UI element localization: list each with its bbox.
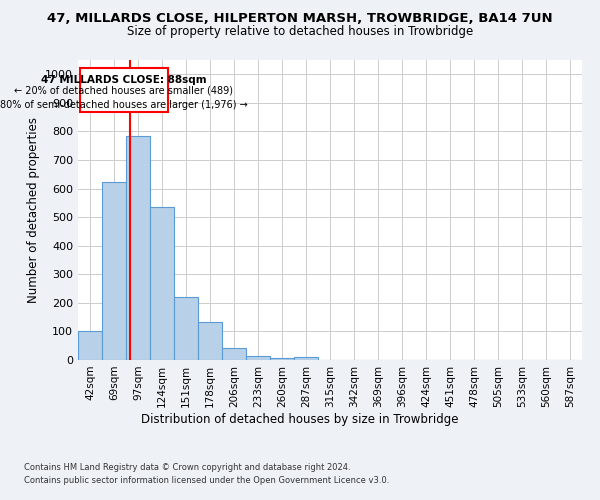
Text: 47, MILLARDS CLOSE, HILPERTON MARSH, TROWBRIDGE, BA14 7UN: 47, MILLARDS CLOSE, HILPERTON MARSH, TRO… [47,12,553,26]
Text: 80% of semi-detached houses are larger (1,976) →: 80% of semi-detached houses are larger (… [0,100,248,110]
Bar [126,136,150,360]
Bar [78,330,102,360]
Text: Contains HM Land Registry data © Crown copyright and database right 2024.: Contains HM Land Registry data © Crown c… [24,462,350,471]
Bar [198,322,222,360]
Text: Distribution of detached houses by size in Trowbridge: Distribution of detached houses by size … [141,412,459,426]
Bar [294,356,318,360]
Text: Contains public sector information licensed under the Open Government Licence v3: Contains public sector information licen… [24,476,389,485]
Bar [222,348,246,360]
Bar [270,358,294,360]
FancyBboxPatch shape [80,68,167,112]
Text: 47 MILLARDS CLOSE: 88sqm: 47 MILLARDS CLOSE: 88sqm [41,74,206,85]
Text: Size of property relative to detached houses in Trowbridge: Size of property relative to detached ho… [127,25,473,38]
Bar [102,182,126,360]
Bar [246,356,270,360]
Text: ← 20% of detached houses are smaller (489): ← 20% of detached houses are smaller (48… [14,86,233,96]
Bar [174,297,198,360]
Y-axis label: Number of detached properties: Number of detached properties [26,117,40,303]
Bar [150,206,174,360]
